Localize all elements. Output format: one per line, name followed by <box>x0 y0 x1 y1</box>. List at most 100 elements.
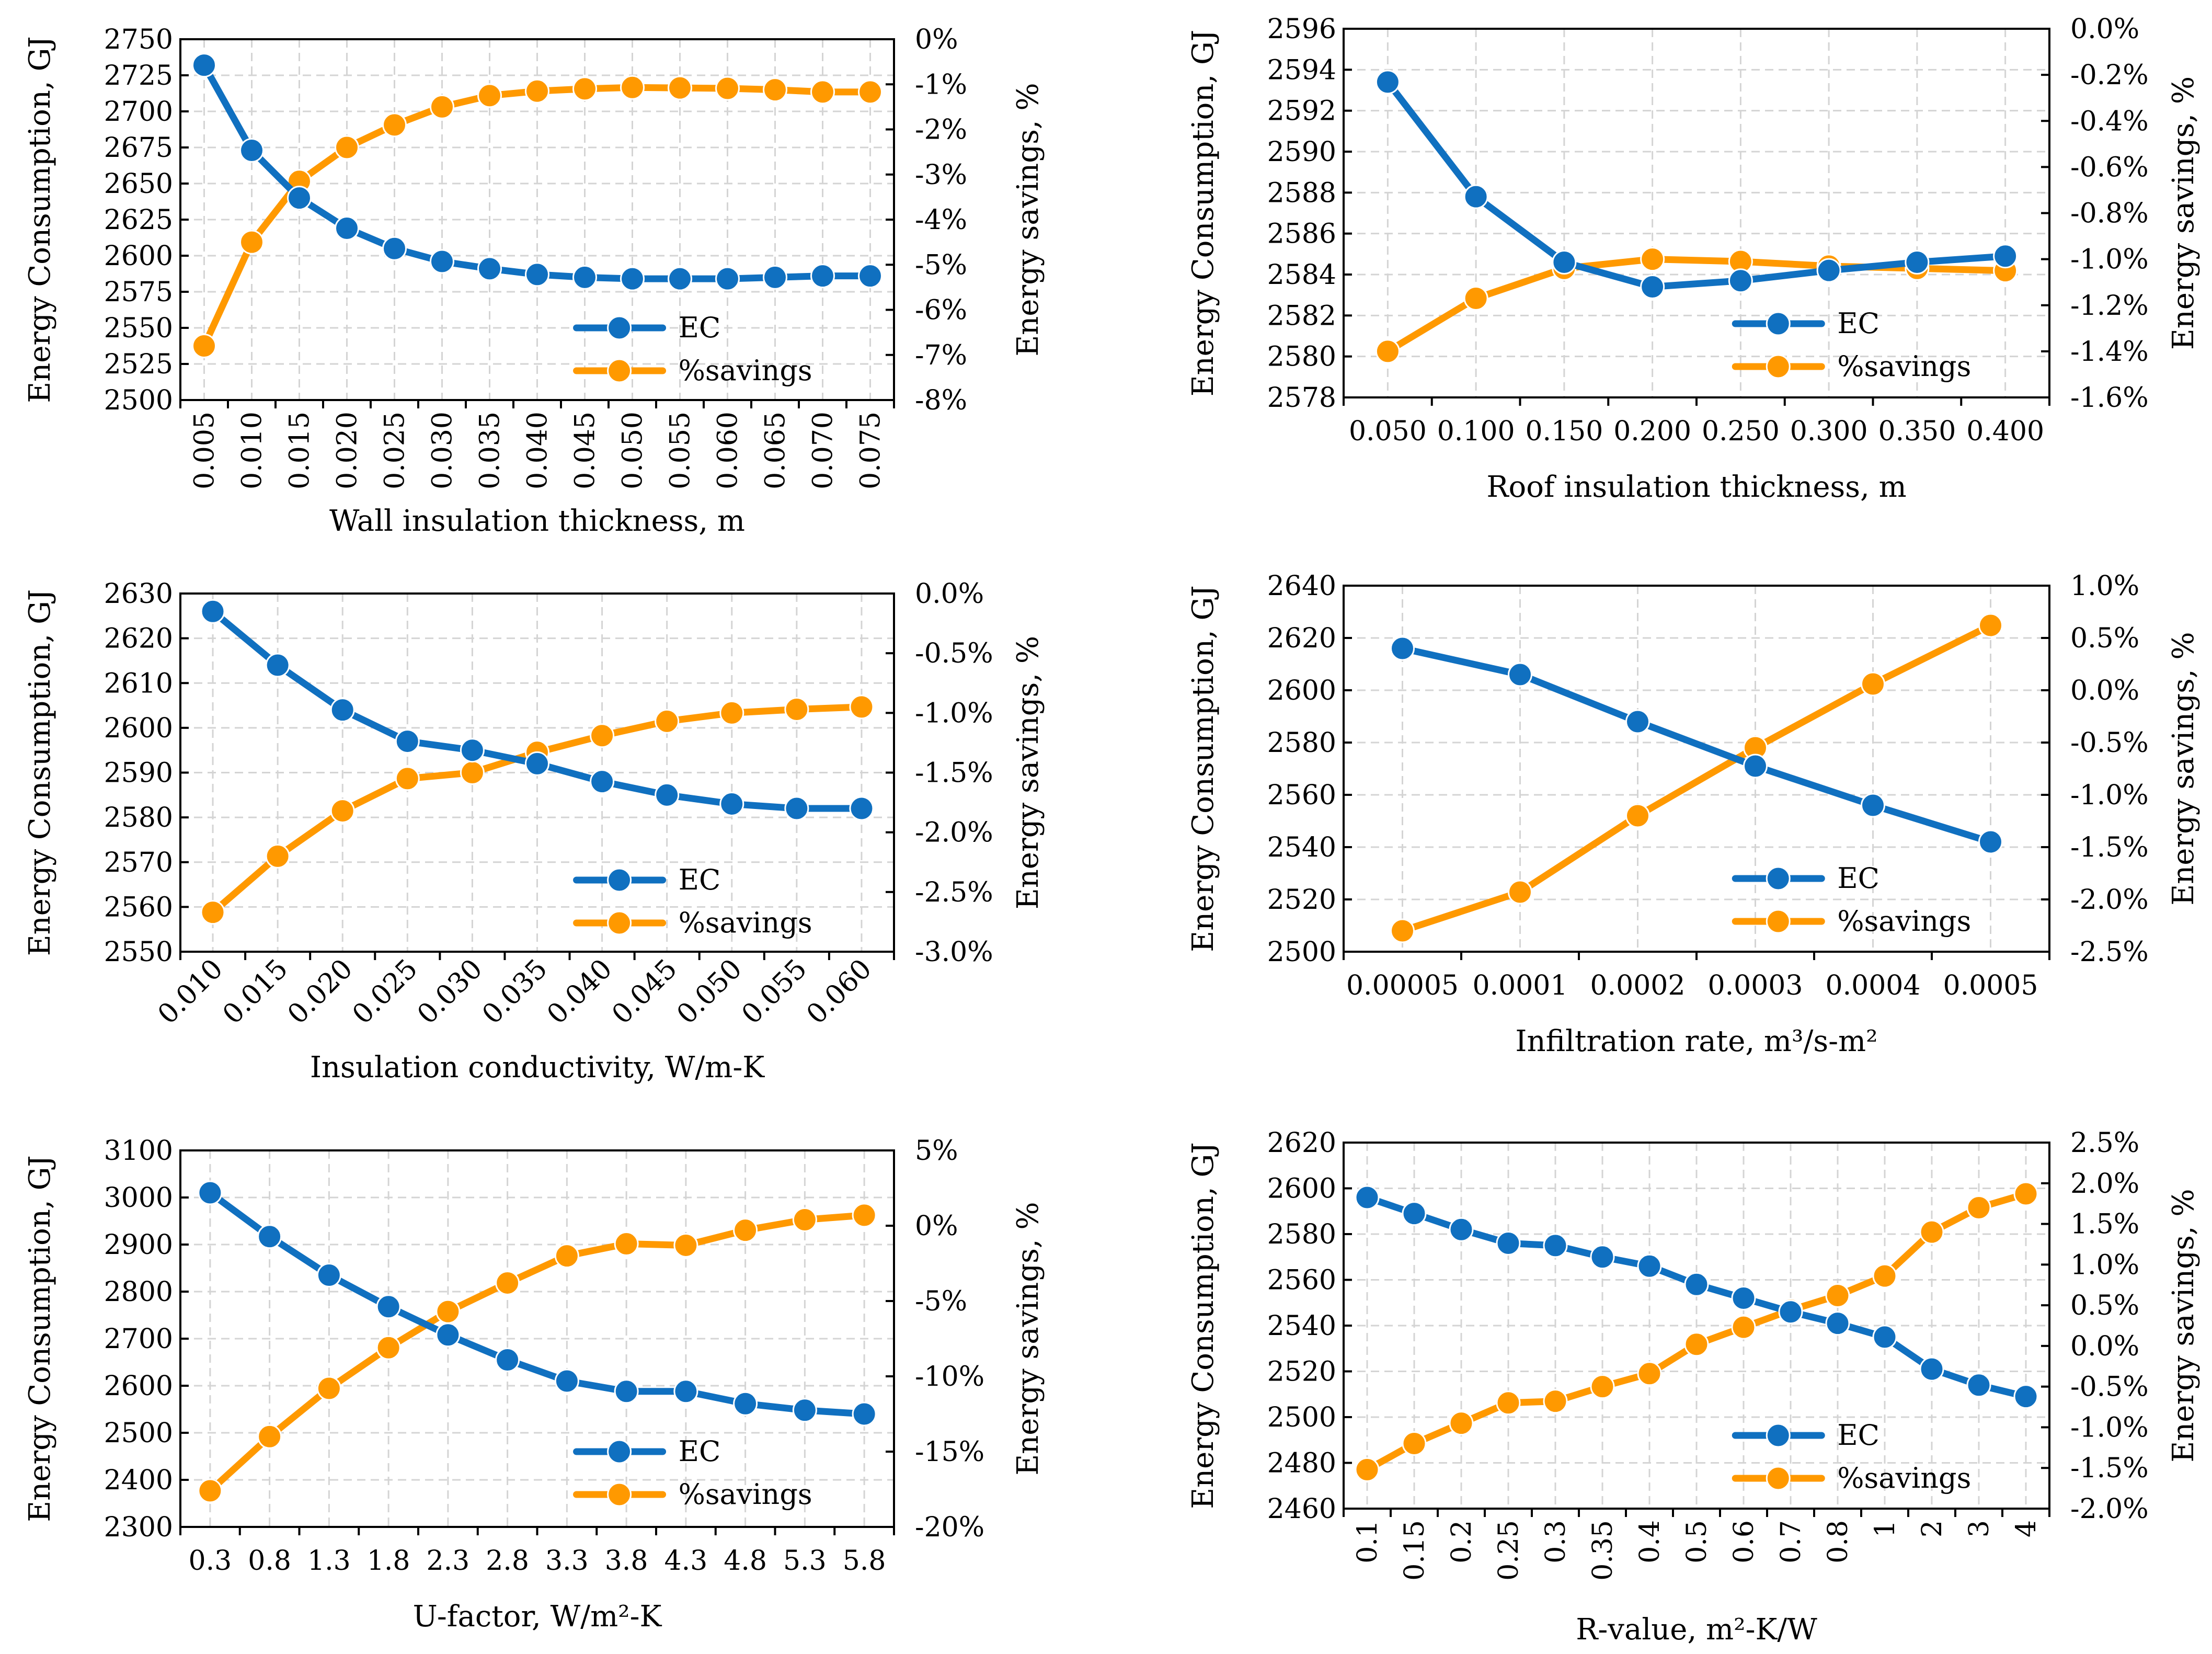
savings-point <box>1496 1390 1521 1416</box>
ec-point <box>1993 244 2018 269</box>
ec-point <box>2013 1384 2038 1409</box>
ec-point <box>525 262 549 287</box>
ec-point <box>1402 1201 1427 1226</box>
x-tick-label: 0.7 <box>1775 1520 1807 1564</box>
savings-point <box>430 94 454 119</box>
x-tick-label: 1.3 <box>307 1545 351 1577</box>
savings-point <box>435 1299 461 1324</box>
x-axis-title: Insulation conductivity, W/m-K <box>310 1051 765 1085</box>
x-tick-label: 5.3 <box>783 1545 827 1577</box>
savings-point <box>1684 1332 1709 1357</box>
y-tick-label: 2600 <box>104 1371 173 1402</box>
ec-point <box>1543 1233 1568 1258</box>
legend-ec-label: EC <box>1837 862 1879 895</box>
x-tick-label: 4 <box>2011 1520 2042 1537</box>
legend-ec-marker <box>607 1439 632 1464</box>
legend-savings-marker <box>607 910 632 936</box>
ec-point <box>1390 636 1415 661</box>
ec-point <box>382 236 407 261</box>
ec-point <box>1728 268 1753 293</box>
x-tick-label: 0.400 <box>1966 416 2044 447</box>
x-tick-label: 3.3 <box>545 1545 589 1577</box>
legend-savings-marker <box>1766 354 1791 379</box>
ec-point <box>239 138 264 163</box>
ec-point <box>719 791 744 816</box>
ec-point <box>1966 1373 1991 1398</box>
legend-ec-marker <box>1766 866 1791 891</box>
ec-point <box>620 266 645 291</box>
y-tick-label: 2592 <box>1267 96 1336 127</box>
x-tick-label: 0.010 <box>237 412 268 489</box>
y-tick-label: 2520 <box>1267 884 1336 916</box>
ec-point <box>200 599 225 624</box>
x-tick-label: 0.045 <box>570 412 601 489</box>
legend-savings-label: %savings <box>679 906 812 939</box>
ec-point <box>572 265 597 290</box>
ec-point <box>335 216 359 241</box>
savings-point <box>1825 1283 1850 1308</box>
x-tick-label: 0.00005 <box>1346 970 1459 1001</box>
y2-tick-label: -1% <box>915 69 967 100</box>
y-axis-title: Energy Consumption, GJ <box>23 1155 57 1522</box>
savings-point <box>495 1270 520 1295</box>
y-axis-title: Energy Consumption, GJ <box>1186 1142 1220 1509</box>
y2-tick-label: -4% <box>915 204 967 236</box>
ec-point <box>525 751 549 776</box>
y2-tick-label: 5% <box>915 1135 958 1167</box>
y2-tick-label: -0.5% <box>915 638 993 669</box>
ec-point <box>1552 250 1577 275</box>
ec-point <box>1449 1217 1474 1242</box>
x-tick-label: 0.1 <box>1352 1520 1383 1564</box>
y-tick-label: 2580 <box>1267 1219 1336 1250</box>
savings-point <box>198 1478 223 1503</box>
ec-point <box>792 1398 817 1423</box>
series-ec <box>200 599 874 821</box>
savings-point <box>477 83 502 108</box>
x-tick-label: 3.8 <box>605 1545 648 1577</box>
y2-tick-label: -0.6% <box>2070 152 2149 183</box>
x-tick-label: 0.050 <box>617 412 649 489</box>
ec-point <box>1463 184 1488 209</box>
y2-tick-label: -1.4% <box>2070 336 2149 368</box>
series-savings <box>1355 1181 2038 1482</box>
y2-tick-label: 0.5% <box>2070 623 2139 654</box>
x-tick-label: 0.150 <box>1525 416 1603 447</box>
x-tick-label: 0.055 <box>665 412 696 489</box>
savings-point <box>1390 918 1415 943</box>
y-tick-label: 2540 <box>1267 832 1336 863</box>
x-tick-label: 0.005 <box>189 412 221 489</box>
ec-point <box>1919 1356 1944 1382</box>
savings-point <box>382 112 407 138</box>
savings-line <box>1384 256 2009 355</box>
x-tick-label: 0.035 <box>476 953 554 1031</box>
x-tick-label: 0.3 <box>189 1545 232 1577</box>
ec-point <box>1508 662 1532 687</box>
y-tick-label: 3000 <box>104 1182 173 1214</box>
x-tick-label: 1 <box>1870 1520 1901 1537</box>
y-tick-label: 2600 <box>1267 1173 1336 1205</box>
savings-point <box>1543 1389 1568 1414</box>
x-tick-label: 0.3 <box>1540 1520 1572 1564</box>
savings-point <box>1508 880 1532 905</box>
ec-point <box>858 264 882 289</box>
savings-point <box>554 1244 579 1269</box>
y2-tick-label: -1.5% <box>2070 1453 2149 1484</box>
x-tick-label: 0.0005 <box>1943 970 2038 1001</box>
savings-point <box>719 700 744 725</box>
y2-axis-title: Energy savings, % <box>1011 636 1045 909</box>
savings-point <box>1463 286 1488 311</box>
y2-tick-label: -2% <box>915 115 967 146</box>
y-tick-label: 2540 <box>1267 1310 1336 1342</box>
y-tick-label: 2578 <box>1267 382 1336 414</box>
savings-point <box>849 694 874 720</box>
y-tick-label: 2582 <box>1267 300 1336 332</box>
y2-axis-title: Energy savings, % <box>2167 76 2200 350</box>
savings-point <box>1402 1431 1427 1456</box>
series-savings <box>198 1203 877 1503</box>
y2-tick-label: 0.5% <box>2070 1290 2139 1321</box>
savings-point <box>1978 613 2003 638</box>
savings-point <box>1625 803 1650 828</box>
y2-axis-title: Energy savings, % <box>1011 83 1045 356</box>
x-tick-label: 0.015 <box>217 953 294 1031</box>
